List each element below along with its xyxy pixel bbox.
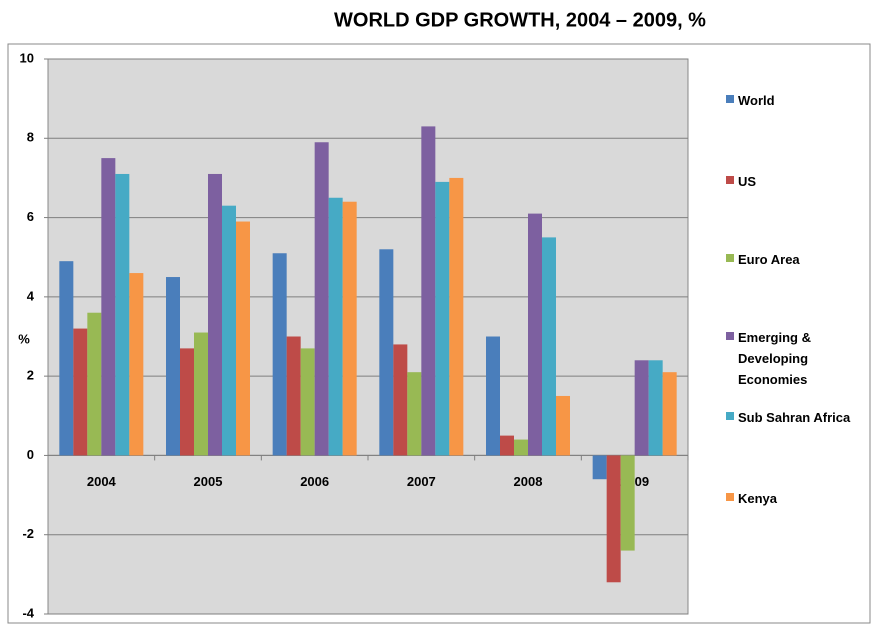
bar (606, 455, 621, 583)
legend-swatch (726, 493, 734, 501)
bar (236, 221, 250, 456)
bar (222, 205, 236, 456)
bar (166, 277, 180, 456)
bar (194, 332, 208, 456)
legend-item: US (726, 171, 863, 192)
bar (514, 439, 528, 456)
bar (648, 360, 663, 456)
legend-swatch (726, 412, 734, 420)
bar (328, 197, 343, 456)
bar (379, 249, 394, 456)
bar (208, 173, 222, 456)
bar (592, 455, 607, 480)
y-axis-label: % (18, 331, 30, 346)
bar (101, 158, 116, 456)
x-tick-label: 2005 (194, 474, 223, 489)
bar (300, 348, 315, 456)
legend-swatch (726, 332, 734, 340)
chart-title: WORLD GDP GROWTH, 2004 – 2009, % (334, 9, 706, 31)
legend-item: Sub Sahran Africa (726, 407, 863, 428)
bar (662, 372, 677, 456)
legend-label: US (738, 174, 757, 189)
y-tick-label: 0 (27, 447, 34, 462)
bar (129, 273, 144, 456)
bar (407, 372, 422, 456)
x-tick-label: 2008 (514, 474, 543, 489)
bar (634, 360, 649, 456)
bar (87, 312, 102, 456)
x-tick-label: 2007 (407, 474, 436, 489)
bar (272, 253, 287, 456)
legend-swatch (726, 95, 734, 103)
x-tick-label: 2006 (300, 474, 329, 489)
bar (180, 348, 194, 456)
legend-label: Euro Area (738, 252, 800, 267)
legend-label: Emerging & Developing Economies (738, 330, 811, 387)
legend-item: Emerging & Developing Economies (726, 327, 833, 390)
legend-label: Sub Sahran Africa (738, 410, 851, 425)
legend-item: World (726, 90, 863, 111)
y-tick-label: -2 (22, 526, 34, 541)
bar (342, 201, 357, 456)
bar (620, 455, 635, 551)
y-tick-label: 10 (20, 50, 34, 65)
bar (542, 237, 556, 456)
bar (486, 336, 500, 456)
bar (73, 328, 88, 456)
bar (286, 336, 301, 456)
bar (115, 173, 130, 456)
plot-area (47, 58, 689, 615)
bar (314, 142, 329, 456)
bar (59, 261, 74, 456)
legend-item: Euro Area (726, 249, 863, 270)
legend-swatch (726, 176, 734, 184)
chart-border (7, 43, 871, 624)
legend-label: World (738, 93, 775, 108)
x-tick-label: 2004 (87, 474, 117, 489)
y-tick-label: 2 (27, 368, 34, 383)
legend-swatch (726, 254, 734, 262)
bar (393, 344, 408, 456)
bar (449, 177, 464, 456)
bar (556, 395, 570, 456)
bar (528, 213, 542, 456)
y-tick-label: -4 (22, 605, 34, 620)
bar (500, 435, 514, 456)
legend-item: Kenya (726, 488, 863, 509)
legend-label: Kenya (738, 491, 778, 506)
y-tick-label: 4 (27, 288, 35, 303)
bar (435, 181, 450, 456)
bar (421, 126, 436, 456)
y-tick-label: 8 (27, 130, 34, 145)
y-tick-label: 6 (27, 209, 34, 224)
